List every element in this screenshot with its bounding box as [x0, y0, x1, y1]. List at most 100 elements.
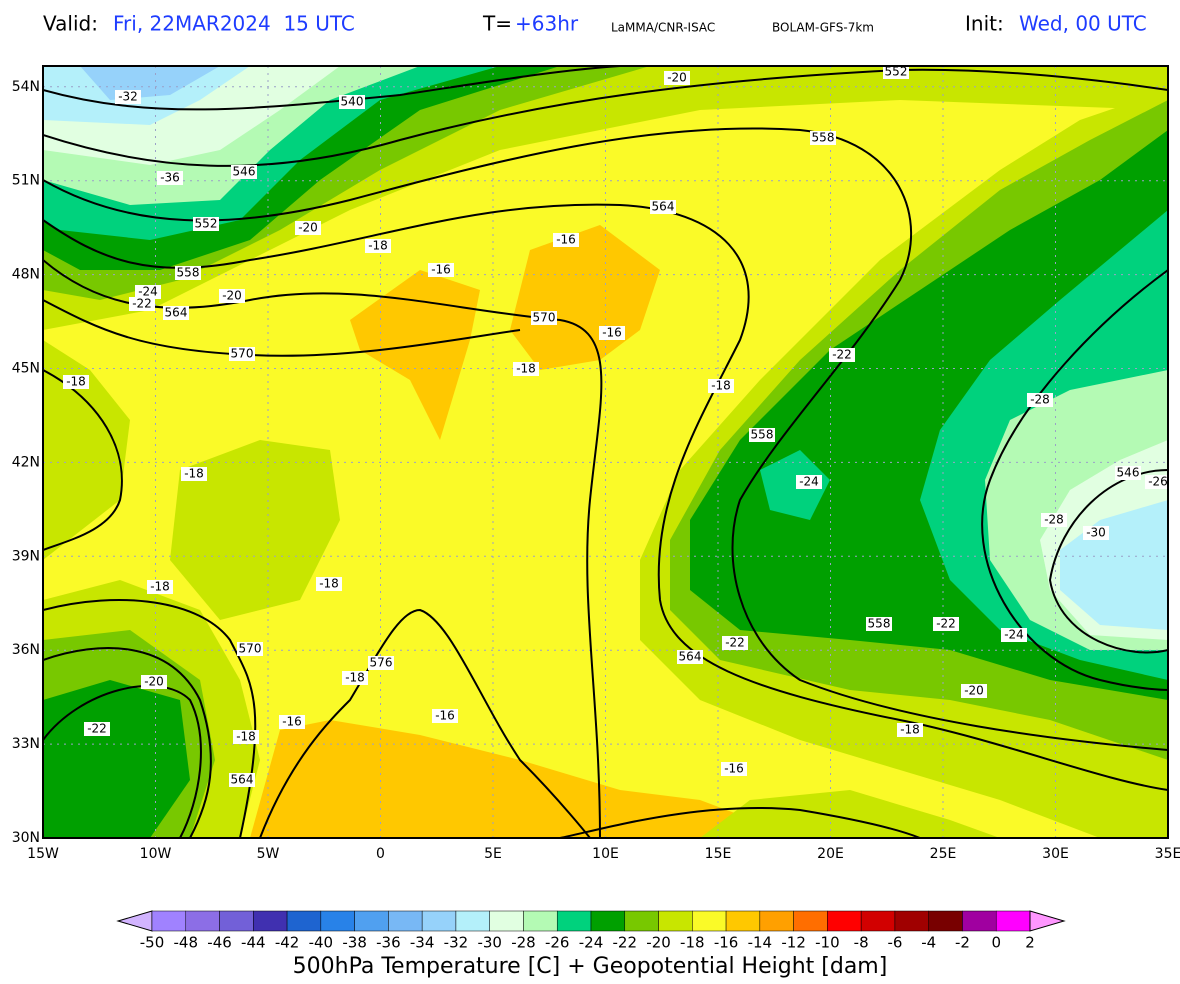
colorbar-box [421, 910, 457, 932]
contour-label: 576 [370, 656, 393, 670]
colorbar-label: -14 [748, 934, 773, 952]
colorbar-label: -34 [410, 934, 435, 952]
contour-label: -16 [435, 709, 455, 723]
contour-label: -18 [236, 730, 256, 744]
colorbar-label: -20 [646, 934, 671, 952]
colorbar-box [219, 910, 254, 932]
contour-label-bg [237, 642, 263, 656]
colorbar-box [827, 910, 862, 932]
contour-label: -18 [66, 375, 86, 389]
colorbar-box [286, 910, 322, 932]
contour-label-bg [342, 671, 368, 685]
contour-label: -20 [298, 221, 318, 235]
contour-label: -24 [138, 285, 158, 299]
contour-label-bg [181, 467, 207, 481]
contour-label-bg [883, 65, 909, 79]
contour-label: -16 [602, 326, 622, 340]
contour-label-bg [677, 650, 703, 664]
contour-label-bg [664, 71, 690, 85]
contour-label-bg [316, 577, 342, 591]
colorbar-box [793, 910, 828, 932]
t-label: T= [482, 12, 512, 36]
colorbar-box [624, 910, 659, 932]
colorbar-box [253, 910, 288, 932]
colorbar: -50 -48 -46 -44 -42 -40 -38 -36 -34 -32 -30 -28 -26-… [116, 910, 1066, 952]
contour-label: -16 [282, 715, 302, 729]
colorbar-box [759, 910, 794, 932]
colorbar-box [388, 910, 423, 932]
colorbar-box [185, 910, 220, 932]
colorbar-label: -8 [854, 934, 869, 952]
colorbar-box [995, 910, 1031, 932]
valid-label: Valid: [43, 12, 98, 36]
contour-label: 558 [751, 428, 774, 442]
contour-label-bg [513, 362, 539, 376]
t-value: +63hr [515, 12, 579, 36]
colorbar-label: -12 [781, 934, 806, 952]
colorbar-label: -42 [275, 934, 300, 952]
lon-label: 20E [817, 846, 844, 862]
contour-label: -18 [900, 723, 920, 737]
contour-label: 552 [885, 65, 908, 79]
lat-label: 54N [12, 79, 40, 95]
colorbar-label: -30 [477, 934, 502, 952]
contour-label: 570 [533, 311, 556, 325]
lat-label: 30N [12, 830, 40, 846]
contour-label: -18 [184, 467, 204, 481]
colorbar-box [894, 910, 929, 932]
contour-label-bg [722, 636, 748, 650]
colorbar-box [455, 910, 490, 932]
contour-label-bg [650, 200, 676, 214]
colorbar-label: -18 [680, 934, 705, 952]
axes: 30N 33N 36N 39N 42N 45N 48N 51N 54N 15W 10W 5W 0 5E 10… [12, 79, 1180, 862]
lon-label: 35E [1155, 846, 1180, 862]
colorbar-box [725, 910, 761, 932]
contour-label-bg [810, 131, 836, 145]
colorbar-title: 500hPa Temperature [C] + Geopotential He… [293, 954, 888, 979]
lon-label: 10W [140, 846, 172, 862]
colorbar-label: -50 [140, 934, 165, 952]
contour-label-bg [721, 762, 747, 776]
contour-label: -32 [118, 90, 138, 104]
colorbar-box [928, 910, 963, 932]
contour-label-bg [1115, 466, 1141, 480]
colorbar-label: -24 [579, 934, 604, 952]
contour-label-bg [129, 297, 155, 311]
contour-label: -16 [431, 263, 451, 277]
contour-label-bg [428, 263, 454, 277]
contour-label: 546 [233, 165, 256, 179]
contour-label-bg [829, 348, 855, 362]
contour-labels: -32 540 -20 552 -36 546 552 -20 -18 -16 564 558 -16 5… [63, 65, 1171, 787]
contour-label-bg [84, 722, 110, 736]
colorbar-label: -32 [444, 934, 469, 952]
lat-label: 48N [12, 267, 40, 283]
contour-label-bg [175, 266, 201, 280]
colorbar-label: -28 [511, 934, 536, 952]
lon-label: 5E [484, 846, 502, 862]
contour-label: -18 [516, 362, 536, 376]
contour-label: -22 [725, 636, 745, 650]
map-fill [43, 66, 1168, 838]
contour-label-bg [796, 475, 822, 489]
map-frame [42, 65, 1169, 839]
contour-label-bg [368, 656, 394, 670]
contour-label-bg [432, 709, 458, 723]
contour-label: -24 [1004, 628, 1024, 642]
contour-label-bg [141, 675, 167, 689]
contour-label: 546 [1117, 466, 1140, 480]
contour-label-bg [365, 239, 391, 253]
contour-label: 564 [165, 306, 188, 320]
contour-label: -22 [936, 617, 956, 631]
contour-label-bg [1083, 526, 1109, 540]
colorbar-box [489, 910, 524, 932]
colorbar-label: -6 [887, 934, 902, 952]
colorbar-box [151, 910, 187, 932]
colorbar-box [692, 910, 727, 932]
colorbar-box [658, 910, 693, 932]
contour-label: -18 [150, 580, 170, 594]
colorbar-box [556, 910, 592, 932]
colorbar-label: -38 [342, 934, 367, 952]
contour-label: -18 [319, 577, 339, 591]
lat-label: 45N [12, 360, 40, 376]
valid-value: Fri, 22MAR2024 15 UTC [113, 12, 355, 36]
